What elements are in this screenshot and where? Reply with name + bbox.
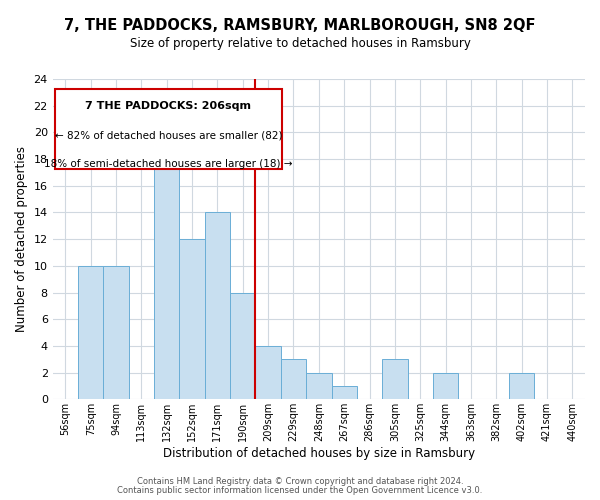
Text: Size of property relative to detached houses in Ramsbury: Size of property relative to detached ho… — [130, 38, 470, 51]
Bar — [78, 266, 103, 400]
Bar — [230, 292, 256, 400]
Text: 18% of semi-detached houses are larger (18) →: 18% of semi-detached houses are larger (… — [44, 159, 293, 169]
Text: Contains public sector information licensed under the Open Government Licence v3: Contains public sector information licen… — [118, 486, 482, 495]
Bar — [281, 360, 306, 400]
Bar — [306, 372, 332, 400]
Text: 7 THE PADDOCKS: 206sqm: 7 THE PADDOCKS: 206sqm — [85, 102, 251, 112]
FancyBboxPatch shape — [55, 88, 281, 168]
Bar — [332, 386, 357, 400]
Text: Contains HM Land Registry data © Crown copyright and database right 2024.: Contains HM Land Registry data © Crown c… — [137, 477, 463, 486]
Bar — [103, 266, 129, 400]
Bar — [382, 360, 407, 400]
Text: ← 82% of detached houses are smaller (82): ← 82% of detached houses are smaller (82… — [55, 130, 282, 140]
Text: 7, THE PADDOCKS, RAMSBURY, MARLBOROUGH, SN8 2QF: 7, THE PADDOCKS, RAMSBURY, MARLBOROUGH, … — [64, 18, 536, 32]
X-axis label: Distribution of detached houses by size in Ramsbury: Distribution of detached houses by size … — [163, 447, 475, 460]
Bar — [205, 212, 230, 400]
Bar — [154, 146, 179, 400]
Bar — [256, 346, 281, 400]
Bar — [433, 372, 458, 400]
Y-axis label: Number of detached properties: Number of detached properties — [15, 146, 28, 332]
Bar — [179, 239, 205, 400]
Bar — [509, 372, 535, 400]
